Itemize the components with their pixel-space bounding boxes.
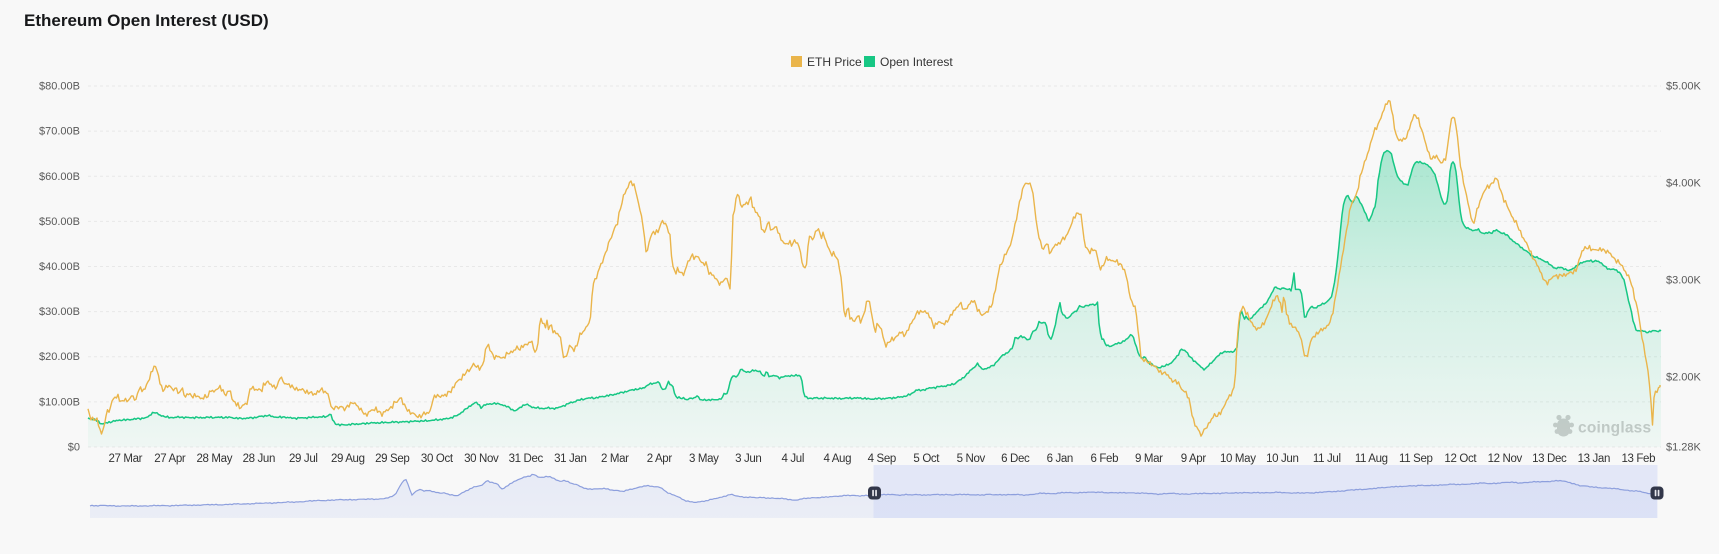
- svg-text:$40.00B: $40.00B: [39, 261, 80, 273]
- svg-text:$3.00K: $3.00K: [1666, 275, 1702, 287]
- svg-text:Open Interest: Open Interest: [880, 55, 953, 69]
- svg-text:6 Feb: 6 Feb: [1090, 453, 1118, 465]
- svg-text:$60.00B: $60.00B: [39, 171, 80, 183]
- svg-text:10 May: 10 May: [1220, 453, 1256, 465]
- svg-text:$70.00B: $70.00B: [39, 126, 80, 138]
- svg-text:$5.00K: $5.00K: [1666, 81, 1702, 93]
- svg-text:5 Nov: 5 Nov: [957, 453, 986, 465]
- svg-text:11 Sep: 11 Sep: [1399, 453, 1433, 465]
- svg-text:9 Mar: 9 Mar: [1135, 453, 1163, 465]
- svg-text:29 Aug: 29 Aug: [331, 453, 365, 465]
- svg-text:29 Jul: 29 Jul: [289, 453, 318, 465]
- svg-text:$20.00B: $20.00B: [39, 351, 80, 363]
- svg-text:ETH Price: ETH Price: [807, 55, 862, 69]
- svg-text:11 Jul: 11 Jul: [1313, 453, 1341, 465]
- svg-text:29 Sep: 29 Sep: [375, 453, 409, 465]
- svg-text:28 May: 28 May: [196, 453, 232, 465]
- svg-text:13 Feb: 13 Feb: [1621, 453, 1655, 465]
- svg-text:$50.00B: $50.00B: [39, 216, 80, 228]
- svg-text:9 Apr: 9 Apr: [1181, 453, 1207, 465]
- svg-text:3 May: 3 May: [689, 453, 719, 465]
- svg-text:4 Sep: 4 Sep: [868, 453, 896, 465]
- svg-text:6 Jan: 6 Jan: [1047, 453, 1073, 465]
- svg-text:$80.00B: $80.00B: [39, 81, 80, 93]
- svg-text:30 Nov: 30 Nov: [464, 453, 499, 465]
- svg-text:28 Jun: 28 Jun: [243, 453, 275, 465]
- svg-text:Ethereum Open Interest (USD): Ethereum Open Interest (USD): [24, 11, 269, 30]
- svg-text:5 Oct: 5 Oct: [913, 453, 940, 465]
- svg-text:$10.00B: $10.00B: [39, 396, 80, 408]
- svg-text:27 Apr: 27 Apr: [154, 453, 186, 465]
- svg-text:12 Nov: 12 Nov: [1488, 453, 1523, 465]
- svg-text:2 Mar: 2 Mar: [601, 453, 629, 465]
- svg-text:2 Apr: 2 Apr: [647, 453, 673, 465]
- svg-text:$0: $0: [68, 442, 80, 454]
- svg-text:4 Jul: 4 Jul: [782, 453, 805, 465]
- svg-text:$2.00K: $2.00K: [1666, 372, 1702, 384]
- svg-text:13 Dec: 13 Dec: [1532, 453, 1567, 465]
- svg-text:6 Dec: 6 Dec: [1001, 453, 1030, 465]
- svg-text:4 Aug: 4 Aug: [823, 453, 851, 465]
- svg-text:31 Jan: 31 Jan: [554, 453, 586, 465]
- svg-text:30 Oct: 30 Oct: [421, 453, 454, 465]
- svg-text:13 Jan: 13 Jan: [1578, 453, 1610, 465]
- svg-text:10 Jun: 10 Jun: [1266, 453, 1298, 465]
- svg-text:27 Mar: 27 Mar: [108, 453, 142, 465]
- svg-text:3 Jun: 3 Jun: [735, 453, 761, 465]
- svg-text:$4.00K: $4.00K: [1666, 178, 1702, 190]
- svg-text:$1.28K: $1.28K: [1666, 442, 1702, 454]
- svg-text:$30.00B: $30.00B: [39, 306, 80, 318]
- svg-text:12 Oct: 12 Oct: [1444, 453, 1477, 465]
- svg-text:11 Aug: 11 Aug: [1355, 453, 1388, 465]
- svg-text:31 Dec: 31 Dec: [509, 453, 544, 465]
